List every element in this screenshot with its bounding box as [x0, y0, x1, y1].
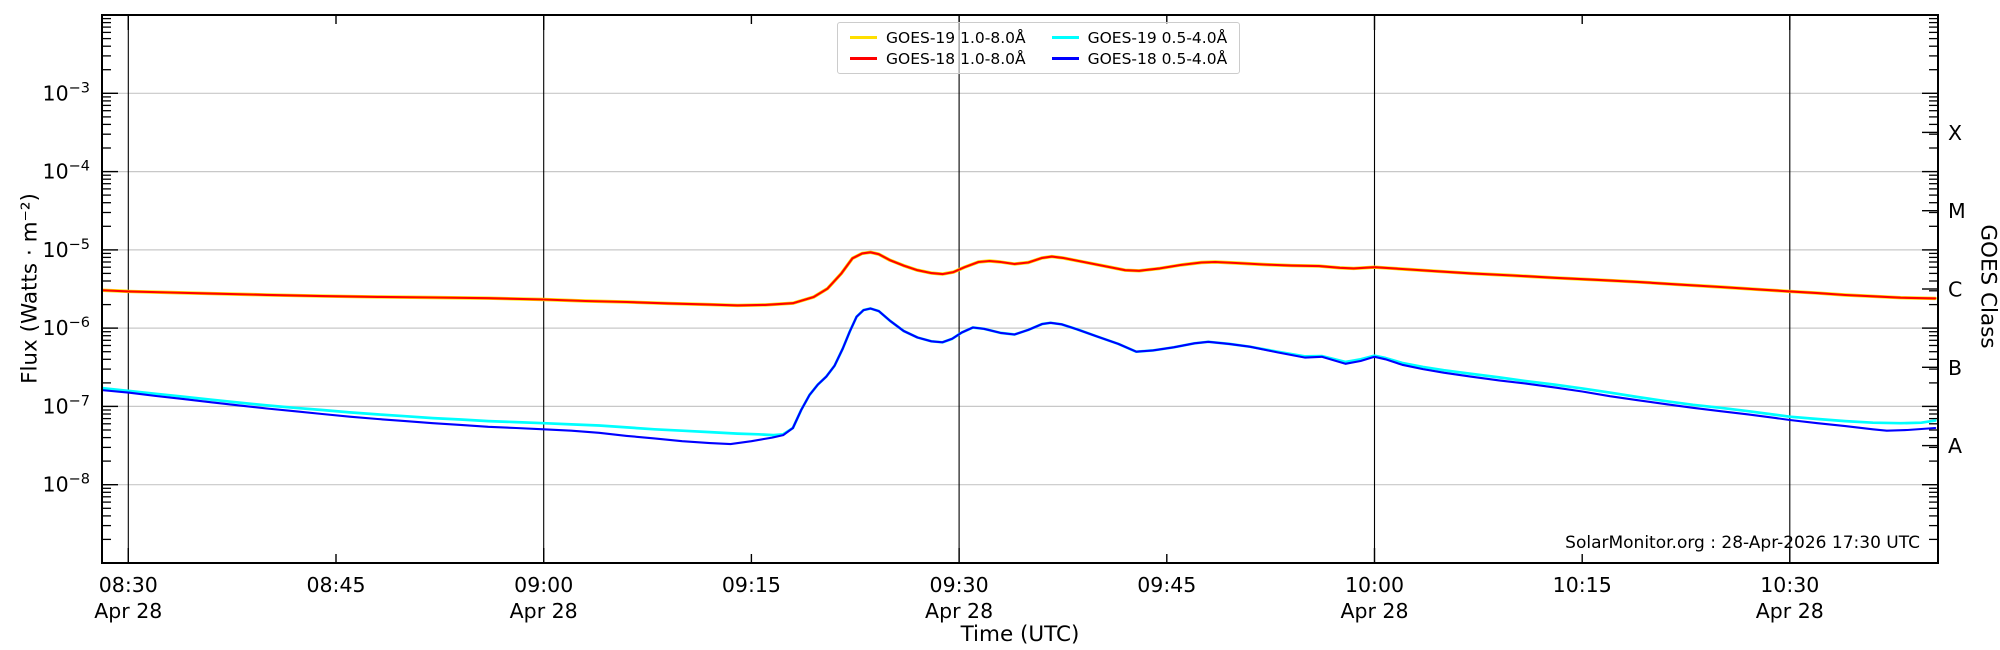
x-tick-label: 08:30: [99, 573, 158, 597]
legend-label: GOES-19 0.5-4.0Å: [1087, 28, 1228, 47]
x-tick-label: 09:45: [1137, 573, 1196, 597]
x-tick-date-label: Apr 28: [925, 599, 993, 623]
series-goes-18-0.5-4.0-: [102, 307, 1937, 446]
x-tick-label: 09:30: [930, 573, 989, 597]
series-goes-18-1.0-8.0-: [102, 251, 1937, 307]
legend: GOES-19 1.0-8.0Å GOES-18 1.0-8.0Å GOES-19 …: [837, 22, 1241, 74]
y-tick-label: 10−8: [43, 472, 90, 497]
legend-line-swatch: [850, 57, 877, 60]
x-tick-date-label: Apr 28: [94, 599, 162, 623]
legend-line-swatch: [1051, 36, 1079, 39]
x-tick-label: 10:00: [1345, 573, 1404, 597]
x-tick-label: 09:00: [514, 573, 573, 597]
goes-class-label: M: [1948, 199, 1966, 223]
goes-class-label: B: [1948, 356, 1962, 380]
legend-line-swatch: [1051, 57, 1079, 60]
legend-label: GOES-19 1.0-8.0Å: [886, 28, 1026, 47]
y-tick-label: 10−5: [43, 237, 90, 262]
x-tick-date-label: Apr 28: [1340, 599, 1408, 623]
legend-line-swatch: [850, 36, 877, 39]
x-tick-label: 08:45: [306, 573, 365, 597]
legend-entry-0: GOES-19 1.0-8.0Å: [850, 29, 1026, 47]
legend-label: GOES-18 0.5-4.0Å: [1087, 49, 1228, 68]
x-axis-label: Time (UTC): [960, 622, 1080, 647]
x-tick-date-label: Apr 28: [510, 599, 578, 623]
goes-class-label: X: [1948, 121, 1962, 145]
legend-entry-3: GOES-18 0.5-4.0Å: [1051, 49, 1228, 68]
x-tick-label: 10:15: [1553, 573, 1612, 597]
legend-label: GOES-18 1.0-8.0Å: [886, 49, 1026, 68]
legend-entry-1: GOES-18 1.0-8.0Å: [850, 50, 1026, 68]
goes-class-label: C: [1948, 278, 1962, 302]
x-tick-label: 09:15: [722, 573, 781, 597]
y-axis-label-goes-class: GOES Class: [1975, 224, 2000, 349]
x-tick-date-label: Apr 28: [1756, 599, 1824, 623]
legend-entry-2: GOES-19 0.5-4.0Å: [1051, 28, 1228, 47]
solarmonitor-timestamp-annotation: SolarMonitor.org : 28-Apr-2026 17:30 UTC: [1565, 533, 1920, 553]
x-tick-label: 10:30: [1760, 573, 1819, 597]
goes-class-label: A: [1948, 434, 1962, 458]
plot-border: [101, 14, 1939, 564]
y-axis-label-flux: Flux (Watts · m⁻²): [17, 193, 43, 384]
